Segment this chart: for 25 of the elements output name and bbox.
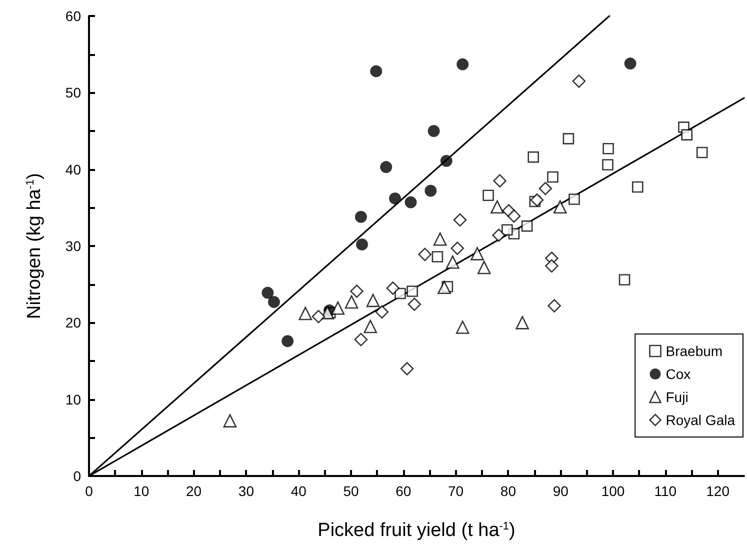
legend-label: Royal Gala <box>666 412 736 428</box>
x-tick-label: 100 <box>601 483 625 499</box>
x-tick-label: 60 <box>396 483 412 499</box>
x-tick-label: 0 <box>85 483 94 499</box>
y-axis-title: Nitrogen (kg ha-1) <box>24 172 45 320</box>
y-tick-label: 50 <box>65 84 82 101</box>
x-tick-label: 70 <box>448 483 464 499</box>
y-tick-label: 10 <box>65 391 82 408</box>
x-tick-label: 40 <box>290 483 307 499</box>
y-tick-label: 60 <box>65 8 82 24</box>
x-tick-label: 110 <box>654 483 677 499</box>
x-tick-label: 30 <box>238 483 254 499</box>
legend-label: Fuji <box>666 389 688 405</box>
x-tick-label: 50 <box>343 483 359 499</box>
x-tick-label: 120 <box>706 483 730 499</box>
x-tick-label: 20 <box>186 483 202 499</box>
legend-label: Cox <box>666 366 691 382</box>
y-tick-label: 30 <box>65 238 82 254</box>
legend-label: Braebum <box>666 343 723 359</box>
y-tick-label: 0 <box>73 468 82 484</box>
y-tick-label: 20 <box>65 314 82 331</box>
x-tick-label: 90 <box>552 483 569 499</box>
y-tick-label: 40 <box>65 161 82 178</box>
x-tick-label: 10 <box>134 483 150 499</box>
x-tick-label: 80 <box>500 483 516 499</box>
